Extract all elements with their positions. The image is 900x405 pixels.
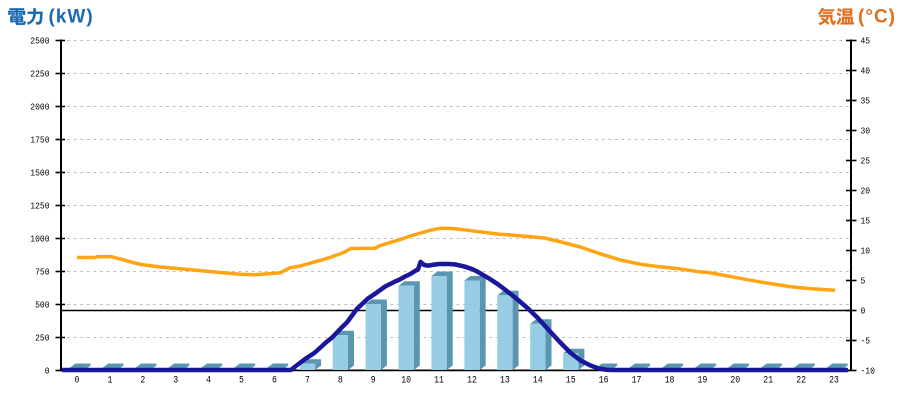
svg-text:1500: 1500 (30, 168, 49, 179)
svg-text:1: 1 (107, 375, 112, 387)
svg-text:0: 0 (45, 366, 50, 377)
svg-text:2000: 2000 (30, 102, 49, 113)
svg-text:9: 9 (371, 375, 376, 387)
svg-text:500: 500 (35, 300, 50, 311)
svg-text:20: 20 (730, 375, 740, 387)
svg-text:5: 5 (861, 276, 866, 287)
svg-text:250: 250 (35, 333, 50, 344)
svg-text:-5: -5 (861, 336, 871, 347)
svg-text:14: 14 (533, 375, 543, 387)
svg-text:1250: 1250 (30, 201, 49, 212)
svg-text:45: 45 (861, 36, 871, 47)
svg-text:5: 5 (239, 375, 244, 387)
svg-text:16: 16 (599, 375, 609, 387)
svg-text:6: 6 (272, 375, 277, 387)
svg-text:17: 17 (632, 375, 642, 387)
svg-text:10: 10 (401, 375, 411, 387)
svg-text:750: 750 (35, 267, 50, 278)
svg-text:40: 40 (861, 66, 871, 77)
svg-text:21: 21 (763, 375, 773, 387)
svg-text:-10: -10 (861, 366, 876, 377)
svg-text:0: 0 (861, 306, 866, 317)
svg-text:2250: 2250 (30, 69, 49, 80)
svg-text:30: 30 (861, 126, 871, 137)
svg-text:12: 12 (467, 375, 477, 387)
svg-text:2500: 2500 (30, 36, 49, 47)
svg-text:8: 8 (338, 375, 343, 387)
svg-text:35: 35 (861, 96, 871, 107)
svg-text:25: 25 (861, 156, 871, 167)
svg-text:0: 0 (75, 375, 80, 387)
svg-text:15: 15 (566, 375, 576, 387)
svg-text:4: 4 (206, 375, 211, 387)
svg-text:1750: 1750 (30, 135, 49, 146)
svg-text:3: 3 (173, 375, 178, 387)
svg-text:13: 13 (500, 375, 510, 387)
svg-text:19: 19 (698, 375, 708, 387)
svg-text:(°C): (°C) (858, 7, 896, 28)
svg-text:11: 11 (434, 375, 444, 387)
svg-text:18: 18 (665, 375, 675, 387)
svg-text:7: 7 (305, 375, 310, 387)
svg-text:15: 15 (861, 216, 871, 227)
svg-text:10: 10 (861, 246, 871, 257)
svg-text:20: 20 (861, 186, 871, 197)
svg-text:2: 2 (140, 375, 145, 387)
svg-text:23: 23 (829, 375, 839, 387)
svg-text:22: 22 (796, 375, 806, 387)
svg-text:(kW): (kW) (49, 7, 94, 28)
svg-text:1000: 1000 (30, 234, 49, 245)
